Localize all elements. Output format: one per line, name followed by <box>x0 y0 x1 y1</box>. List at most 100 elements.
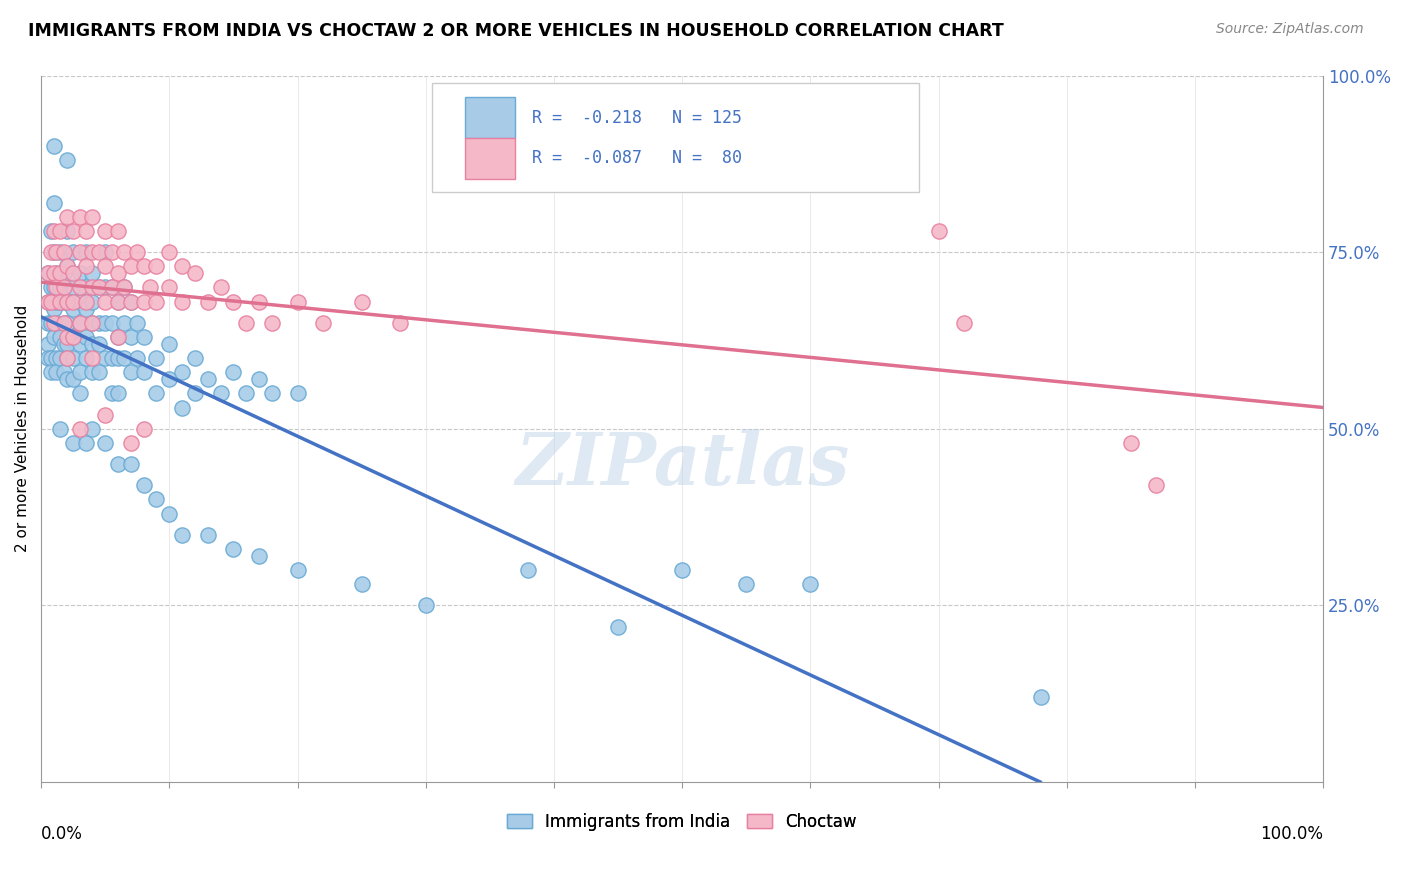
Point <box>100 316 122 330</box>
Point <box>55 260 77 274</box>
Point <box>94 436 117 450</box>
Point <box>928 224 950 238</box>
Point <box>62 301 84 316</box>
Point <box>37 294 59 309</box>
Point <box>107 330 129 344</box>
Point <box>222 294 245 309</box>
Point <box>49 266 72 280</box>
Point <box>55 372 77 386</box>
Point <box>172 365 194 379</box>
Point <box>82 245 104 260</box>
Point <box>75 301 97 316</box>
Point <box>260 386 283 401</box>
Point <box>37 294 59 309</box>
Point <box>87 280 110 294</box>
Point <box>69 386 91 401</box>
Point <box>100 245 122 260</box>
Point <box>37 351 59 366</box>
Point <box>415 599 437 613</box>
Point <box>132 422 155 436</box>
Point <box>69 210 91 224</box>
Point <box>55 330 77 344</box>
Point <box>287 294 309 309</box>
Point <box>55 210 77 224</box>
Point <box>55 351 77 366</box>
Point <box>42 266 65 280</box>
Point <box>75 351 97 366</box>
Point <box>42 139 65 153</box>
Point <box>127 316 149 330</box>
Point <box>41 280 63 294</box>
Point <box>62 245 84 260</box>
Point <box>55 260 77 274</box>
Point <box>53 266 76 280</box>
Point <box>49 294 72 309</box>
Point <box>45 351 67 366</box>
Point <box>172 401 194 415</box>
Point <box>62 436 84 450</box>
Point <box>114 280 136 294</box>
Point <box>107 386 129 401</box>
Point <box>120 294 142 309</box>
Point <box>62 294 84 309</box>
Point <box>62 330 84 344</box>
Point <box>69 365 91 379</box>
Point <box>49 224 72 238</box>
Point <box>62 330 84 344</box>
Point <box>139 280 162 294</box>
Point <box>69 422 91 436</box>
Point <box>82 351 104 366</box>
Point <box>157 337 180 351</box>
Point <box>62 224 84 238</box>
Point <box>69 245 91 260</box>
Point <box>82 337 104 351</box>
Point <box>209 280 232 294</box>
Point <box>82 294 104 309</box>
Point <box>184 266 207 280</box>
Point <box>94 280 117 294</box>
Point <box>209 386 232 401</box>
Point <box>69 280 91 294</box>
Point <box>100 386 122 401</box>
Point <box>45 245 67 260</box>
Point <box>82 210 104 224</box>
Point <box>157 372 180 386</box>
FancyBboxPatch shape <box>465 96 516 138</box>
Point <box>517 563 540 577</box>
Point <box>45 266 67 280</box>
Point <box>53 316 76 330</box>
Point <box>132 294 155 309</box>
Point <box>82 280 104 294</box>
Text: 0.0%: 0.0% <box>41 824 83 843</box>
Point <box>132 365 155 379</box>
Point <box>82 266 104 280</box>
Point <box>53 316 76 330</box>
Point <box>55 153 77 168</box>
Point <box>55 294 77 309</box>
Point <box>120 260 142 274</box>
Point <box>69 294 91 309</box>
Point <box>49 294 72 309</box>
Point <box>37 266 59 280</box>
Point <box>87 280 110 294</box>
Point <box>75 436 97 450</box>
Point <box>350 294 373 309</box>
Point <box>41 224 63 238</box>
Point <box>120 330 142 344</box>
Point <box>45 280 67 294</box>
Point <box>107 294 129 309</box>
Point <box>145 294 167 309</box>
Point <box>287 563 309 577</box>
Point <box>37 316 59 330</box>
Point <box>172 294 194 309</box>
Point <box>184 386 207 401</box>
Point <box>87 245 110 260</box>
Point <box>120 436 142 450</box>
Point <box>42 195 65 210</box>
Point <box>53 280 76 294</box>
Point <box>107 266 129 280</box>
Point <box>45 316 67 330</box>
Point <box>1119 436 1142 450</box>
Point <box>157 280 180 294</box>
Point <box>87 316 110 330</box>
